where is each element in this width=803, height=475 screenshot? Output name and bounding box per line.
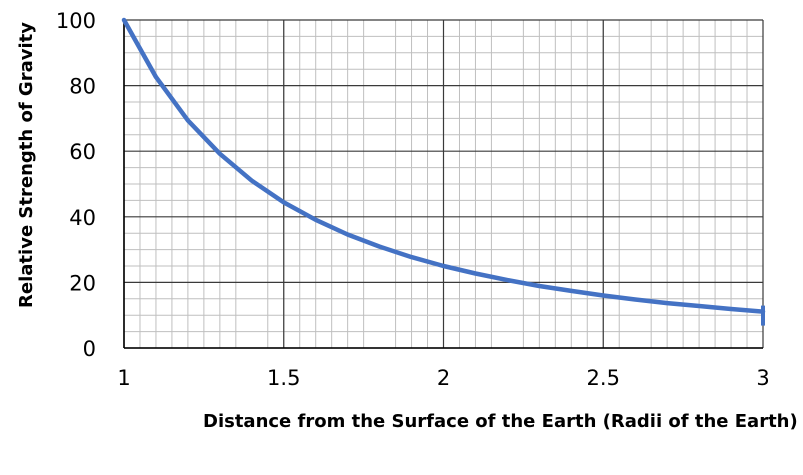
y-tick-label: 40 [69,206,96,230]
y-tick-labels: 0 20 40 60 80 100 [56,9,96,361]
minor-gridlines [124,20,763,348]
x-tick-label: 3 [756,366,769,390]
x-tick-label: 1.5 [267,366,300,390]
y-tick-label: 80 [69,75,96,99]
y-tick-label: 20 [69,271,96,295]
axes [123,20,763,349]
y-axis-label: Relative Strength of Gravity [16,22,37,308]
gravity-curve [121,17,766,314]
x-tick-labels: 1 1.5 2 2.5 3 [117,366,769,390]
y-tick-label: 100 [56,9,96,33]
y-tick-label: 0 [83,337,96,361]
series-layer [121,17,766,326]
x-axis-label: Distance from the Surface of the Earth (… [203,411,798,432]
x-tick-label: 2.5 [587,366,620,390]
x-tick-label: 1 [117,366,130,390]
y-tick-label: 60 [69,140,96,164]
x-tick-label: 2 [437,366,450,390]
